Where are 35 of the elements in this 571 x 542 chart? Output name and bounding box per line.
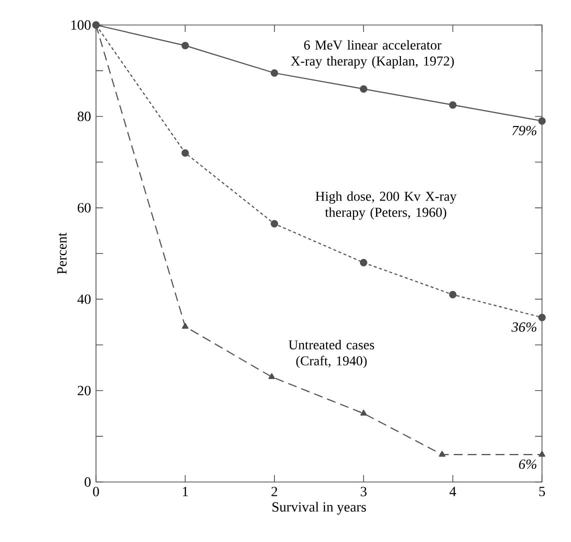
point	[538, 314, 546, 322]
point	[449, 290, 457, 298]
x-tick-label: 0	[93, 486, 99, 496]
point	[438, 450, 446, 457]
series-label: Untreated cases (Craft, 1940)	[288, 340, 374, 368]
x-tick-label: 3	[360, 486, 367, 496]
y-axis-title: Percent	[57, 232, 67, 274]
point	[181, 149, 189, 157]
data-label: 36%	[511, 322, 536, 332]
data-label: 79%	[512, 126, 536, 136]
x-tick-label: 5	[539, 486, 545, 496]
point	[360, 85, 368, 93]
y-tick-label: 100	[71, 20, 91, 30]
series-label: High dose, 200 Kv X-ray therapy (Peters, 1960)	[316, 191, 457, 220]
point	[182, 322, 189, 329]
x-tick-label: 4	[450, 486, 456, 496]
point	[360, 258, 368, 266]
point	[360, 410, 367, 416]
legend-label: 6 MeV linear accelerator X-ray therapy (Kaplan, 1972)	[290, 40, 454, 68]
y-tick-label: 20	[78, 386, 91, 396]
point	[181, 42, 189, 50]
y-tick-label: 0	[84, 477, 91, 487]
point	[449, 101, 457, 109]
x-tick-label: 2	[272, 486, 278, 496]
point	[538, 450, 546, 457]
point	[538, 117, 546, 125]
x-tick-label: 1	[182, 486, 188, 496]
y-tick-label: 60	[78, 203, 91, 213]
point	[270, 220, 278, 228]
data-label: 6%	[519, 459, 536, 469]
y-tick-label: 40	[77, 294, 91, 304]
point	[270, 69, 278, 77]
y-tick-label: 80	[78, 112, 91, 122]
x-axis-title: Survival in years	[272, 502, 366, 515]
point	[268, 373, 276, 380]
